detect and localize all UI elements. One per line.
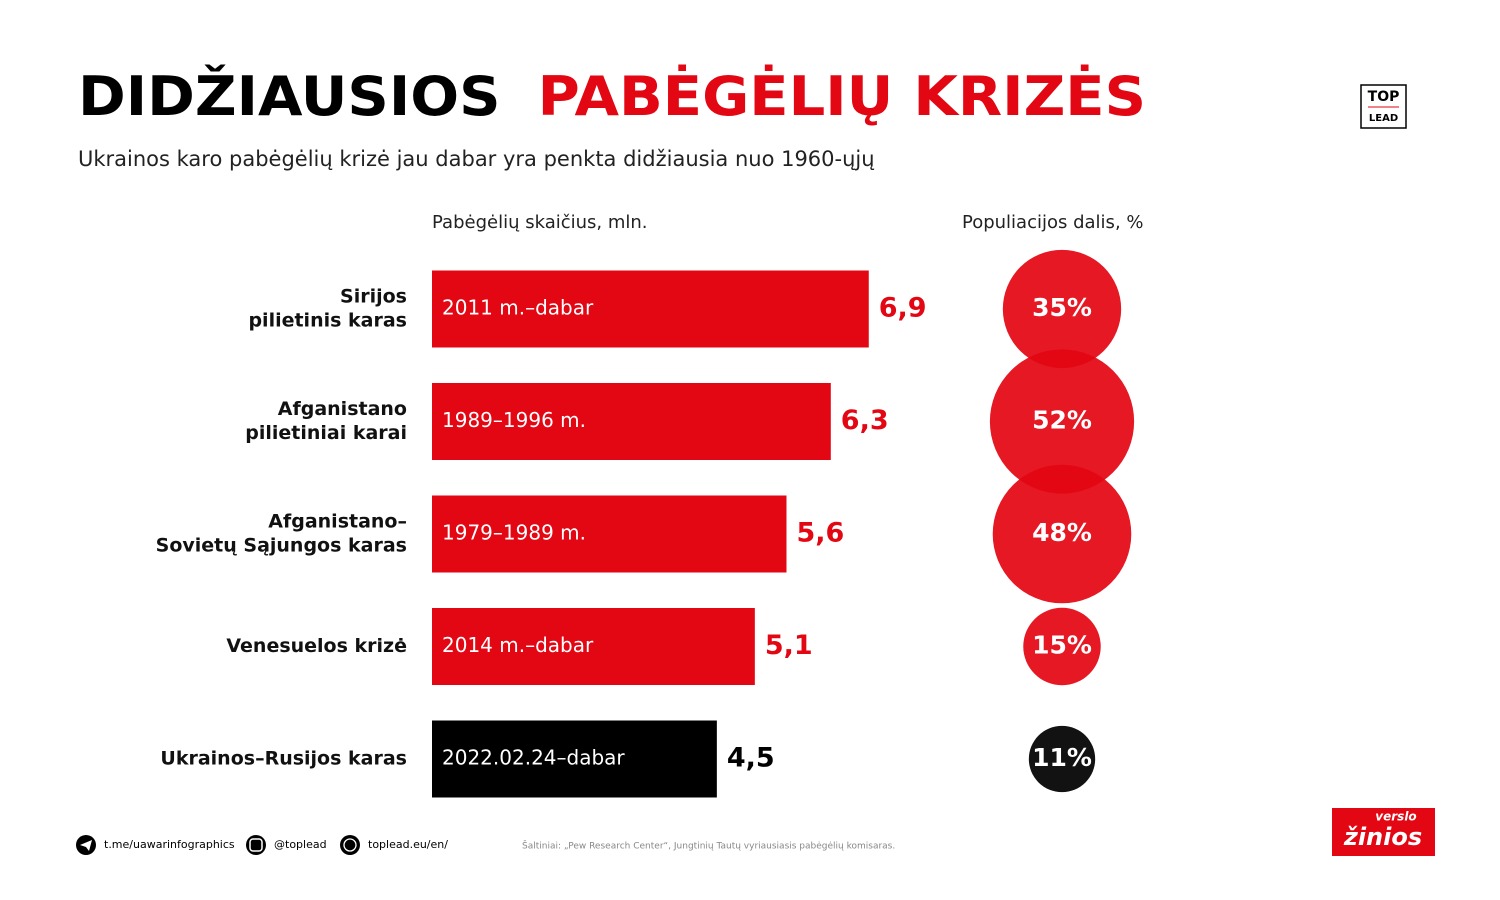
category-label: Afganistano– [268,511,407,533]
bar [432,270,869,348]
instagram-glyph [249,838,263,852]
bar [432,495,787,573]
share-label: 48% [1032,518,1092,547]
value-label: 6,9 [879,293,927,324]
bar-period: 2022.02.24–dabar [442,746,625,770]
category-label: Afganistano [278,398,407,420]
axis-title: Pabėgėlių skaičius, mln. [432,212,648,233]
share-circle [1023,607,1101,686]
telegram-glyph [80,840,92,851]
footer-links: t.me/uawarinfographics @toplead toplead.… [76,835,448,855]
share-label: 15% [1032,631,1092,660]
bar [432,608,755,685]
bar-period: 1989–1996 m. [442,408,586,432]
bar [432,383,831,460]
web-glyph [343,838,357,852]
footer-link[interactable]: t.me/uawarinfographics [104,838,235,851]
share-label: 52% [1032,406,1092,435]
category-label: Sovietų Sąjungos karas [156,535,407,557]
logo-toplead: TOP LEAD [1360,84,1407,129]
axis-title: Populiacijos dalis, % [962,212,1144,233]
share-circles [989,249,1135,793]
share-label: 35% [1032,293,1092,322]
logo-box [1360,84,1407,129]
share-circle [992,464,1132,604]
title-part: DIDŽIAUSIOS [78,65,501,128]
category-label: Venesuelos krizė [226,635,407,657]
subtitle: Ukrainos karo pabėgėlių krizė jau dabar … [78,147,875,171]
bar [432,720,717,798]
value-label: 5,1 [765,630,813,661]
value-label: 4,5 [727,743,775,774]
category-label: Sirijos [340,286,407,308]
logo-text: TOP [1368,89,1400,105]
logo-box [1332,808,1435,856]
share-circle [1002,249,1122,369]
share-circle [1028,725,1096,793]
footer-link[interactable]: @toplead [274,838,327,851]
bar-period: 2014 m.–dabar [442,633,594,657]
instagram-icon [246,835,266,855]
share-label: 11% [1032,743,1092,772]
category-label: pilietinis karas [248,310,407,332]
bar-period: 1979–1989 m. [442,521,586,545]
title-part: PABĖGĖLIŲ KRIZĖS [538,65,1146,128]
bar-period: 2011 m.–dabar [442,296,594,320]
share-circle [989,349,1135,494]
value-label: 5,6 [796,518,844,549]
category-label: pilietiniai karai [245,422,407,444]
title: DIDŽIAUSIOS PABĖGĖLIŲ KRIZĖS [78,65,1146,128]
web-icon [340,835,360,855]
logo-vz: verslo žinios [1332,808,1435,856]
share-labels: 35% 52% 48% 15% 11% [1032,293,1092,772]
logo-text: žinios [1343,823,1422,851]
source: Šaltiniai: „Pew Research Center“, Jungti… [522,840,895,852]
logo-text: LEAD [1369,113,1398,124]
value-label: 6,3 [841,405,889,436]
logo-text: verslo [1375,810,1416,824]
footer-link[interactable]: toplead.eu/en/ [368,838,448,851]
category-label: Ukrainos–Rusijos karas [160,748,407,770]
